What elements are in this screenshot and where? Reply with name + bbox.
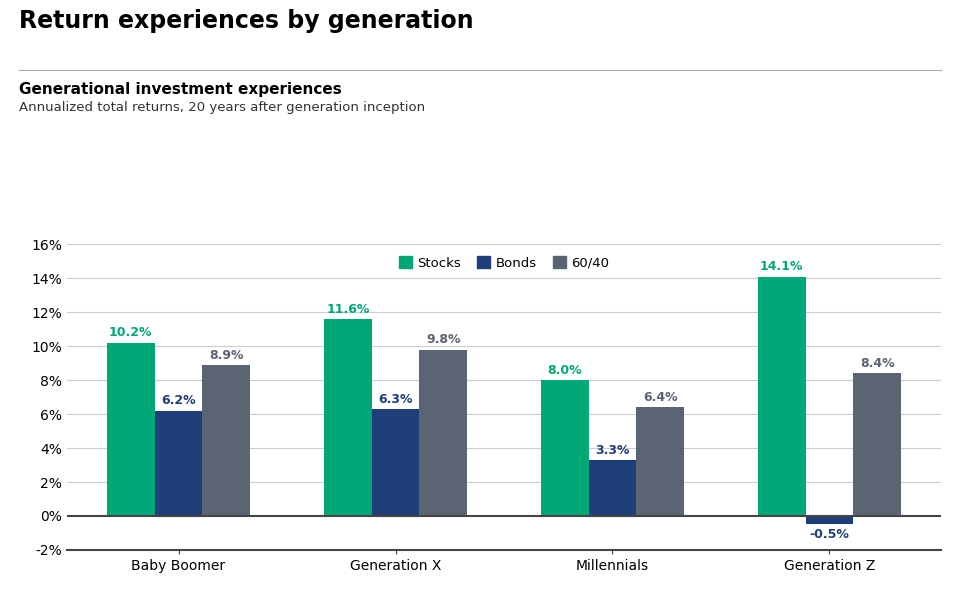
Text: 8.9%: 8.9% bbox=[209, 348, 244, 362]
Bar bbox=[107, 343, 155, 516]
Bar bbox=[155, 411, 203, 516]
Text: Generational investment experiences: Generational investment experiences bbox=[19, 82, 342, 98]
Text: 3.3%: 3.3% bbox=[595, 444, 630, 456]
Text: 6.4%: 6.4% bbox=[643, 391, 678, 404]
Legend: Stocks, Bonds, 60/40: Stocks, Bonds, 60/40 bbox=[394, 251, 614, 275]
Bar bbox=[203, 365, 251, 516]
Text: -0.5%: -0.5% bbox=[809, 528, 850, 541]
Text: 6.2%: 6.2% bbox=[161, 394, 196, 408]
Bar bbox=[805, 516, 853, 524]
Bar bbox=[757, 277, 805, 516]
Text: 11.6%: 11.6% bbox=[326, 302, 370, 316]
Text: 6.3%: 6.3% bbox=[378, 393, 413, 406]
Bar bbox=[636, 408, 684, 516]
Text: 10.2%: 10.2% bbox=[109, 326, 153, 340]
Text: Return experiences by generation: Return experiences by generation bbox=[19, 9, 474, 33]
Bar bbox=[540, 380, 588, 516]
Bar bbox=[324, 319, 372, 516]
Bar bbox=[372, 409, 420, 516]
Text: 8.0%: 8.0% bbox=[547, 364, 582, 377]
Bar bbox=[420, 349, 468, 516]
Text: 9.8%: 9.8% bbox=[426, 333, 461, 346]
Bar bbox=[853, 373, 901, 516]
Text: Annualized total returns, 20 years after generation inception: Annualized total returns, 20 years after… bbox=[19, 101, 425, 114]
Text: 8.4%: 8.4% bbox=[860, 357, 895, 370]
Text: 14.1%: 14.1% bbox=[760, 260, 804, 273]
Bar bbox=[588, 460, 636, 516]
